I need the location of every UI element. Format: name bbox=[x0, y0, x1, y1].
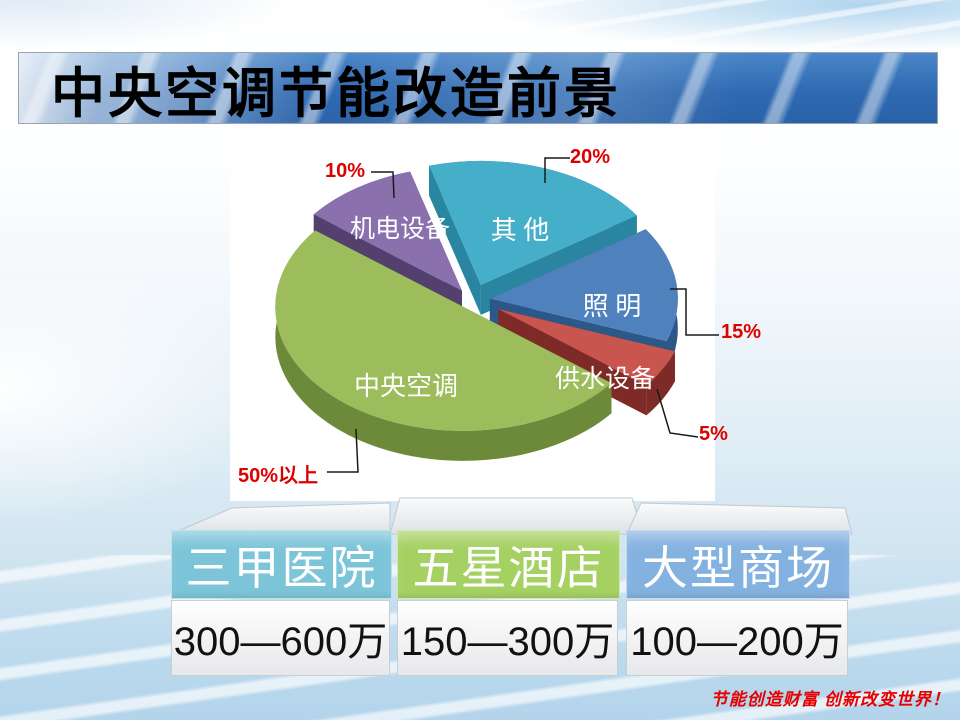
pie-slices bbox=[275, 160, 678, 461]
callout-lines bbox=[327, 157, 719, 473]
pie-slice-part bbox=[489, 229, 678, 342]
pie-label-water-supply: 供水设备 bbox=[554, 366, 655, 393]
table-value-mall: 100—200万 bbox=[626, 600, 848, 676]
table-value-hotel: 150—300万 bbox=[397, 600, 618, 676]
pie-label-lighting: 照 明 bbox=[582, 292, 642, 321]
table-top-face-right bbox=[626, 502, 853, 535]
table-header-hospital: 三甲医院 bbox=[171, 530, 392, 599]
table-header-hotel: 五星酒店 bbox=[397, 530, 620, 599]
pie-pct-water-supply: 5% bbox=[699, 423, 728, 445]
callout-line-lighting bbox=[670, 288, 719, 336]
pie-slice-part bbox=[275, 230, 612, 431]
footer-slogan: 节能创造财富 创新改变世界！ bbox=[710, 690, 950, 709]
pie-chart bbox=[275, 157, 719, 473]
table-header-mall: 大型商场 bbox=[626, 530, 850, 599]
pie-slice-part bbox=[498, 309, 675, 386]
background-sky-topleft bbox=[0, 0, 300, 50]
background-sky-topright bbox=[480, 0, 960, 52]
pie-label-mech-equipment: 机电设备 bbox=[349, 216, 450, 243]
pie-label-other: 其 他 bbox=[490, 216, 550, 245]
pie-pct-lighting: 15% bbox=[721, 321, 762, 343]
background-cloud-left bbox=[0, 280, 250, 520]
table-value-hospital: 300—600万 bbox=[171, 600, 390, 676]
pie-label-central-ac: 中央空调 bbox=[353, 372, 458, 401]
pie-pct-other: 20% bbox=[570, 146, 611, 168]
table-top-face-middle bbox=[389, 497, 644, 535]
pie-slice-part bbox=[429, 165, 481, 315]
pie-pct-mech-equipment: 10% bbox=[325, 160, 366, 182]
table-3d-top bbox=[170, 497, 853, 535]
callout-line-other bbox=[544, 157, 570, 183]
title-banner: 中央空调节能改造前景 bbox=[18, 52, 938, 124]
pie-slice-part bbox=[313, 171, 462, 291]
page-title: 中央空调节能改造前景 bbox=[51, 63, 621, 124]
callout-line-central-ac bbox=[327, 428, 359, 473]
callout-line-mech-equipment bbox=[371, 171, 395, 199]
callout-line-water-supply bbox=[656, 388, 699, 438]
pie-slice-part bbox=[429, 160, 637, 285]
pie-pct-central-ac: 50%以上 bbox=[238, 465, 319, 487]
